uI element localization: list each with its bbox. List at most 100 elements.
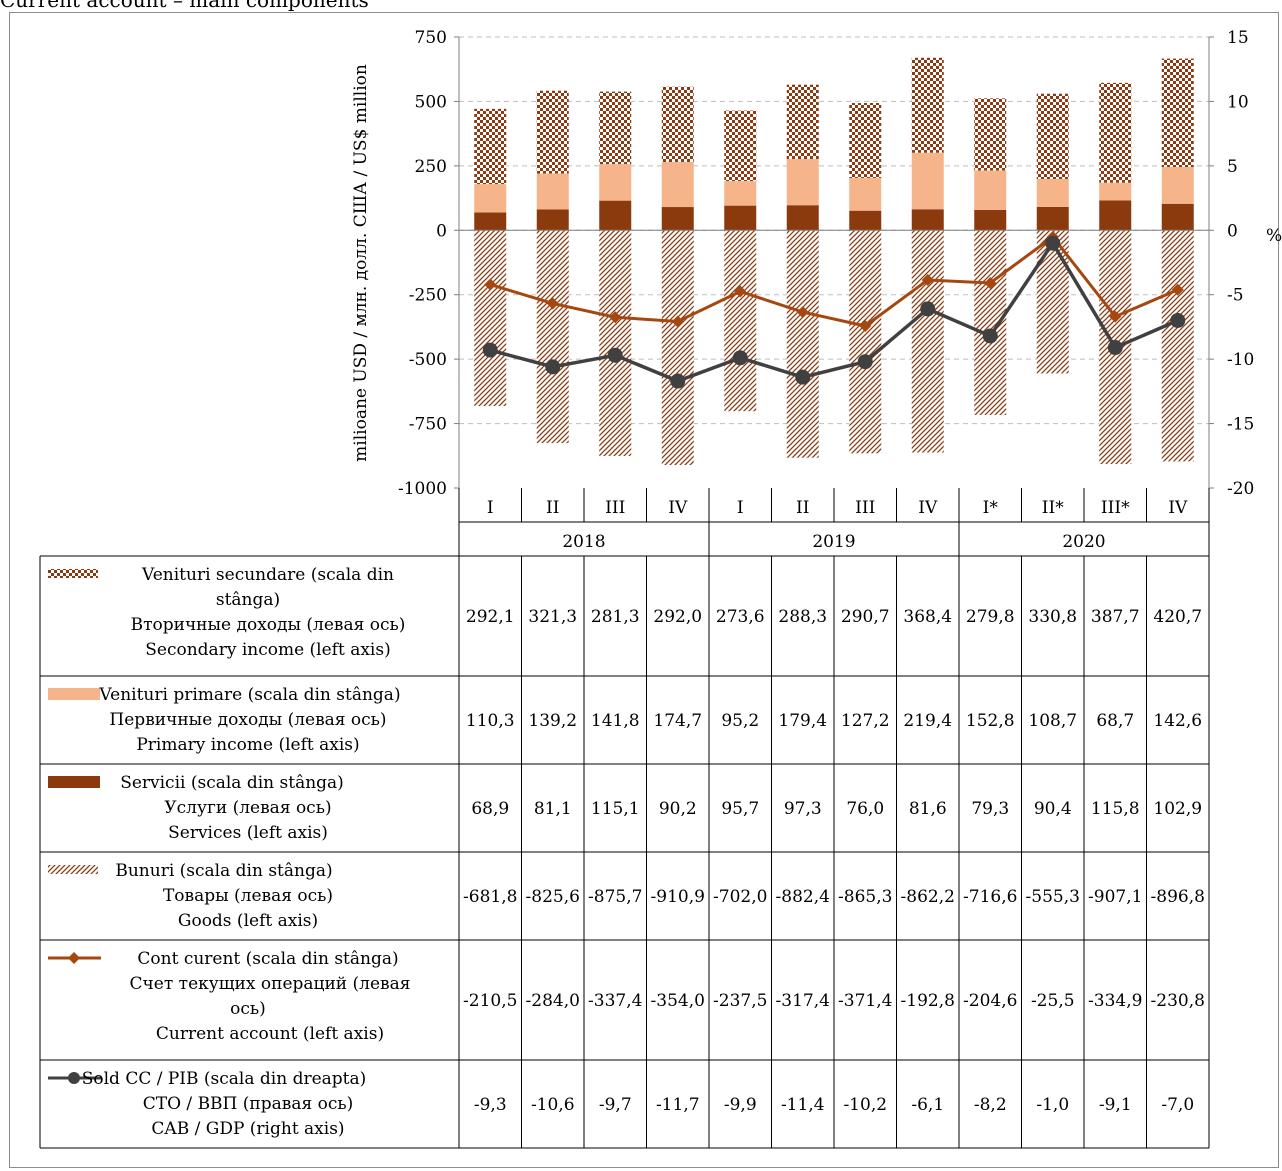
y-left-axis-label: milioane USD / млн. долл. США / US$ mill…: [351, 64, 371, 462]
bar-1-4: [724, 181, 757, 206]
table-value: 110,3: [466, 711, 515, 731]
chart-frame: [9, 12, 1279, 1168]
bar-1-5: [786, 158, 819, 206]
bar-1-6: [849, 177, 882, 211]
table-value: 292,0: [653, 607, 702, 627]
legend-label-line: Services (left axis): [168, 823, 328, 843]
y-left-tick-label: 500: [415, 92, 447, 112]
legend-label-line: ось): [230, 999, 266, 1019]
marker-5-11: [1170, 312, 1186, 328]
table-value: -8,2: [974, 1095, 1007, 1115]
legend-label-line: Goods (left axis): [178, 911, 318, 931]
marker-4-10: [1109, 310, 1122, 323]
table-value: -9,7: [599, 1095, 632, 1115]
table-value: 97,3: [784, 799, 822, 819]
table-value: -875,7: [588, 887, 642, 907]
y-right-tick-label: 10: [1227, 92, 1249, 112]
bar-3-0: [474, 230, 507, 406]
category-label: I: [737, 498, 744, 518]
bar-1-0: [474, 184, 507, 213]
table-value: 90,4: [1034, 799, 1072, 819]
legend-label-line: Secondary income (left axis): [145, 640, 390, 660]
bar-2-9: [1036, 206, 1069, 231]
table-value: 81,1: [534, 799, 572, 819]
legend-label-line: Servicii (scala din stânga): [120, 773, 344, 793]
bar-0-8: [974, 98, 1007, 171]
table-value: 387,7: [1091, 607, 1140, 627]
marker-4-5: [796, 306, 809, 319]
marker-4-4: [734, 285, 747, 298]
table-value: -7,0: [1161, 1095, 1194, 1115]
bar-0-6: [849, 103, 882, 178]
legend-label-line: Счет текущих операций (левая: [130, 974, 411, 994]
year-label: 2019: [812, 532, 855, 552]
marker-5-0: [482, 342, 498, 358]
category-label: III: [605, 498, 625, 518]
marker-4-2: [609, 311, 622, 324]
table-value: -1,0: [1036, 1095, 1069, 1115]
table-value: 179,4: [778, 711, 827, 731]
marker-5-9: [1045, 235, 1061, 251]
table-value: 368,4: [903, 607, 952, 627]
bar-1-8: [974, 170, 1007, 210]
table-value: -11,4: [781, 1095, 825, 1115]
table-value: -862,2: [901, 887, 955, 907]
category-label: II*: [1042, 498, 1064, 518]
table-value: 95,7: [721, 799, 759, 819]
series-line-4: [489, 234, 1179, 328]
table-value: 273,6: [716, 607, 765, 627]
table-value: -9,3: [474, 1095, 507, 1115]
table-value: -555,3: [1026, 887, 1080, 907]
bar-0-7: [911, 57, 944, 153]
table-value: -6,1: [911, 1095, 944, 1115]
bar-2-1: [536, 209, 569, 231]
bar-2-6: [849, 210, 882, 231]
legend-label-line: stânga): [216, 590, 280, 610]
table-value: 141,8: [591, 711, 640, 731]
table-value: -9,9: [724, 1095, 757, 1115]
legend-label-line: Current account (left axis): [156, 1024, 384, 1044]
series-lines: [482, 230, 1186, 389]
y-right-tick-label: 5: [1227, 157, 1238, 177]
y-left-tick-label: 250: [415, 157, 447, 177]
bar-3-3: [661, 230, 694, 466]
marker-5-3: [670, 373, 686, 389]
bar-2-7: [911, 209, 944, 231]
table-value: 102,9: [1153, 799, 1202, 819]
bars: [474, 57, 1194, 466]
legend-key-services: [48, 776, 100, 788]
marker-4-8: [984, 277, 997, 290]
legend-label-line: Вторичные доходы (левая ось): [131, 615, 406, 635]
table-value: 142,6: [1153, 711, 1202, 731]
bar-0-5: [786, 84, 819, 159]
category-label: III: [855, 498, 875, 518]
category-label: I: [487, 498, 494, 518]
category-label: IV: [1168, 498, 1188, 518]
bar-1-2: [599, 164, 632, 201]
y-left-tick-label: -500: [409, 350, 447, 370]
category-label: IV: [668, 498, 688, 518]
table-value: 139,2: [528, 711, 577, 731]
category-label: IV: [918, 498, 938, 518]
table-value: 321,3: [528, 607, 577, 627]
legend-key-goods: [48, 865, 98, 874]
bar-0-2: [599, 91, 632, 165]
bar-1-11: [1161, 167, 1194, 204]
y-right-tick-label: -20: [1227, 479, 1254, 499]
table-value: 90,2: [659, 799, 697, 819]
table-value: -10,2: [843, 1095, 887, 1115]
table-value: -337,4: [588, 991, 642, 1011]
table-value: -11,7: [656, 1095, 700, 1115]
bar-0-11: [1161, 58, 1194, 168]
bar-2-10: [1099, 200, 1132, 231]
table-value: 292,1: [466, 607, 515, 627]
table-value: 288,3: [778, 607, 827, 627]
marker-5-8: [982, 328, 998, 344]
bar-1-9: [1036, 178, 1069, 207]
table-value: -702,0: [713, 887, 767, 907]
legend-label-line: Первичные доходы (левая ось): [109, 710, 386, 730]
bar-3-5: [786, 230, 819, 458]
table-value: -882,4: [776, 887, 830, 907]
table-value: -371,4: [838, 991, 892, 1011]
y-right-tick-label: 0: [1227, 221, 1238, 241]
